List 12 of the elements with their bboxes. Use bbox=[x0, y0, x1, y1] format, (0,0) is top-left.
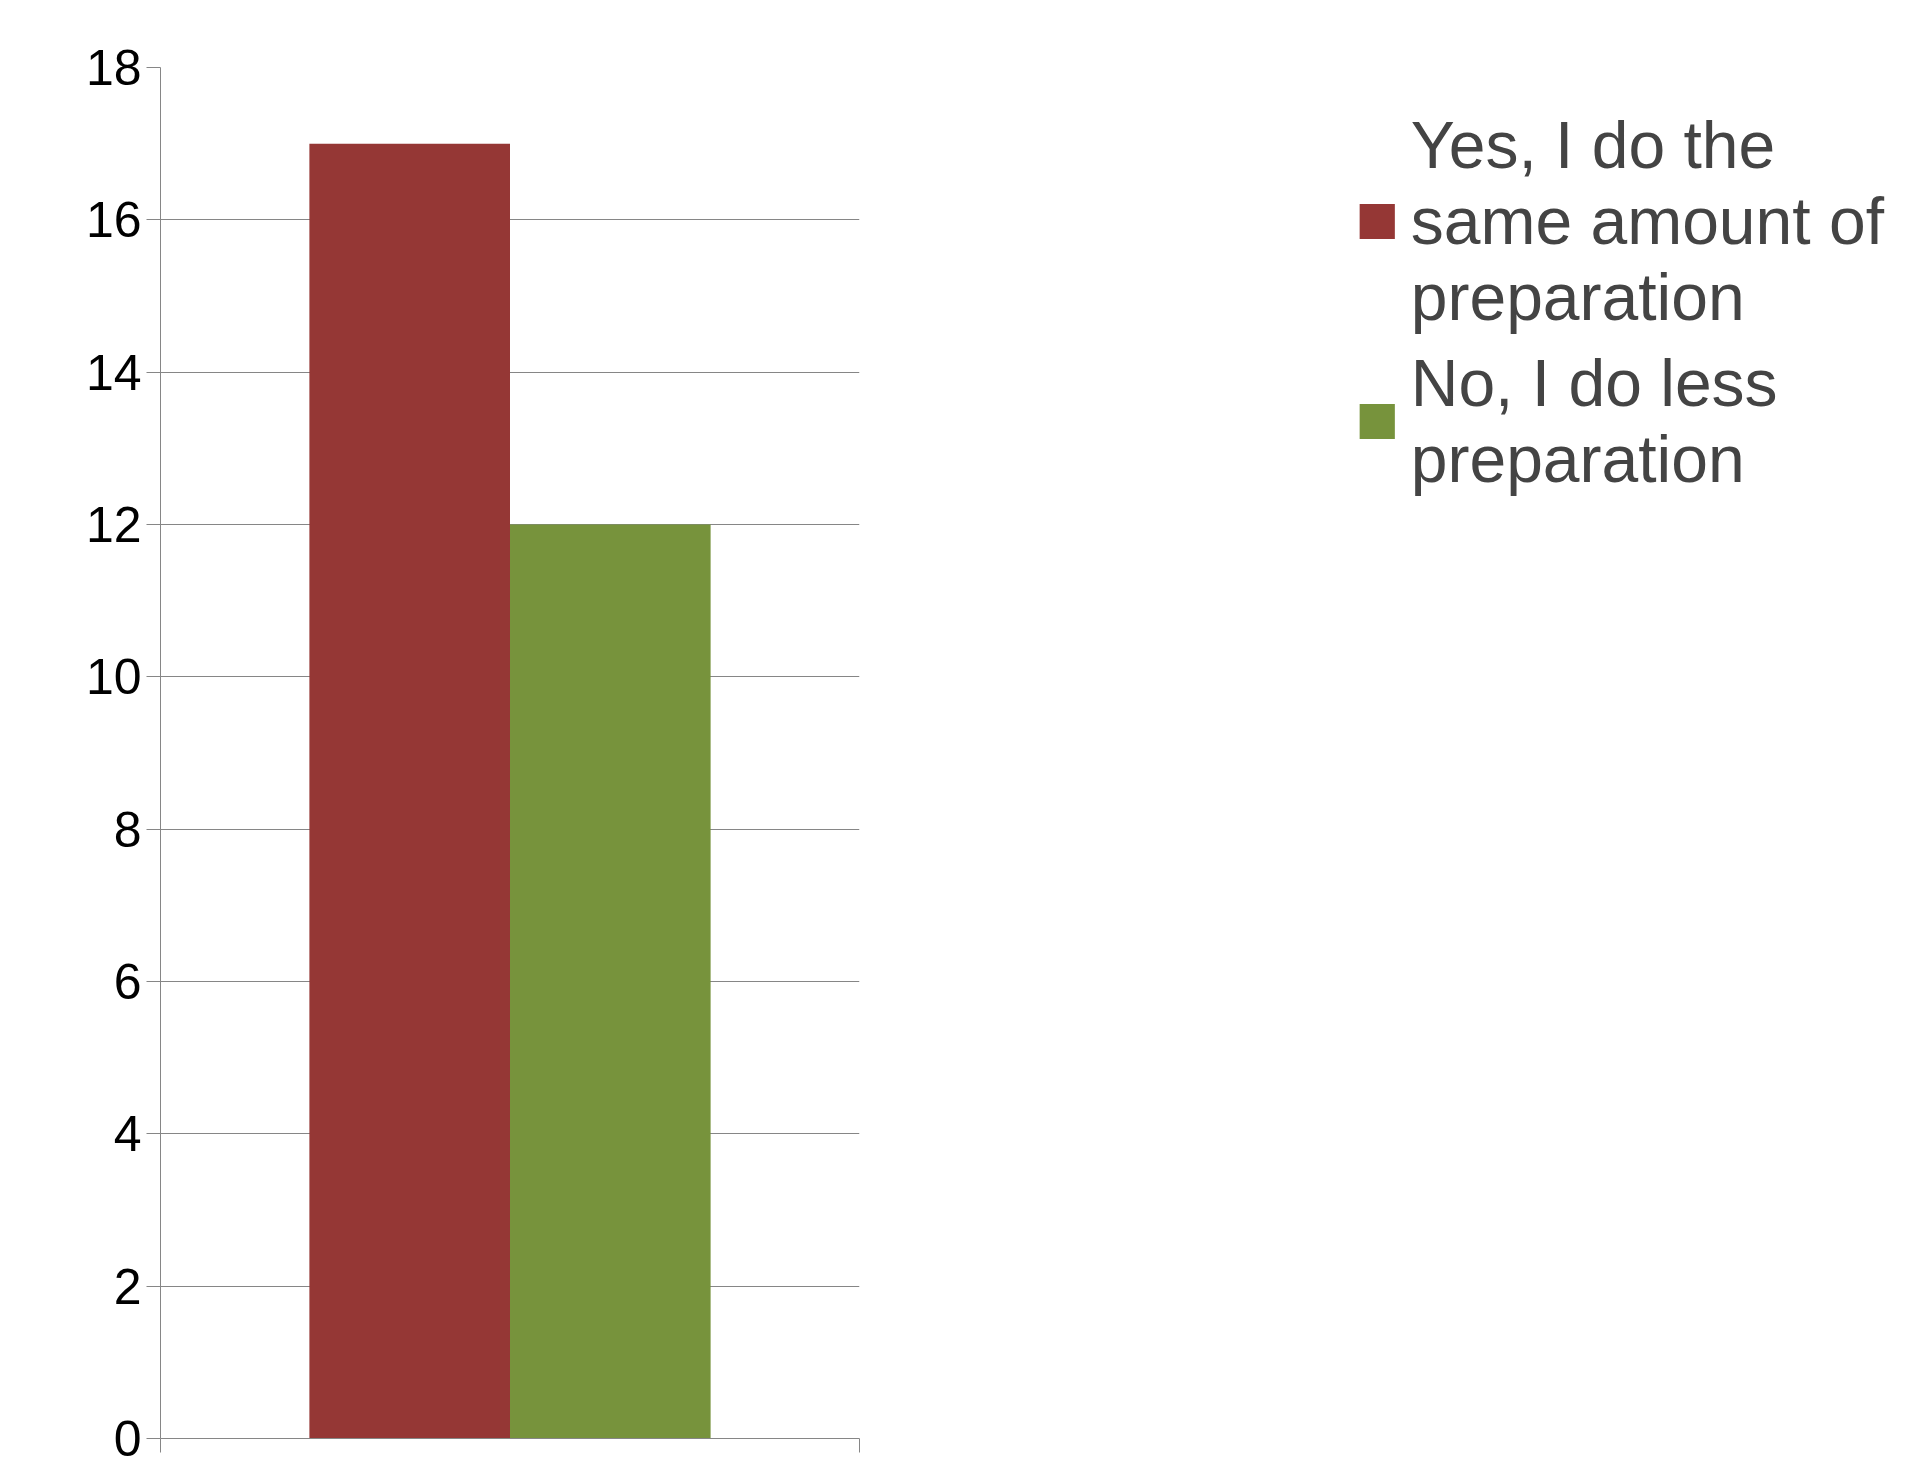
y-tick-label: 0 bbox=[113, 1411, 142, 1458]
y-tick-label: 6 bbox=[113, 954, 142, 1010]
y-tick-label: 14 bbox=[85, 344, 142, 401]
y-tick-label: 4 bbox=[113, 1106, 142, 1163]
y-tick-label: 16 bbox=[85, 192, 142, 249]
y-tick-label: 2 bbox=[113, 1258, 142, 1315]
y-tick-label: 18 bbox=[85, 40, 142, 96]
y-tick-label: 10 bbox=[85, 649, 142, 706]
y-tick-label: 8 bbox=[113, 801, 142, 858]
legend-label: Yes, I do the same amount of preparation bbox=[1410, 107, 1884, 335]
legend-label: No, I do less preparation bbox=[1410, 345, 1778, 497]
y-tick-label: 12 bbox=[85, 497, 142, 553]
